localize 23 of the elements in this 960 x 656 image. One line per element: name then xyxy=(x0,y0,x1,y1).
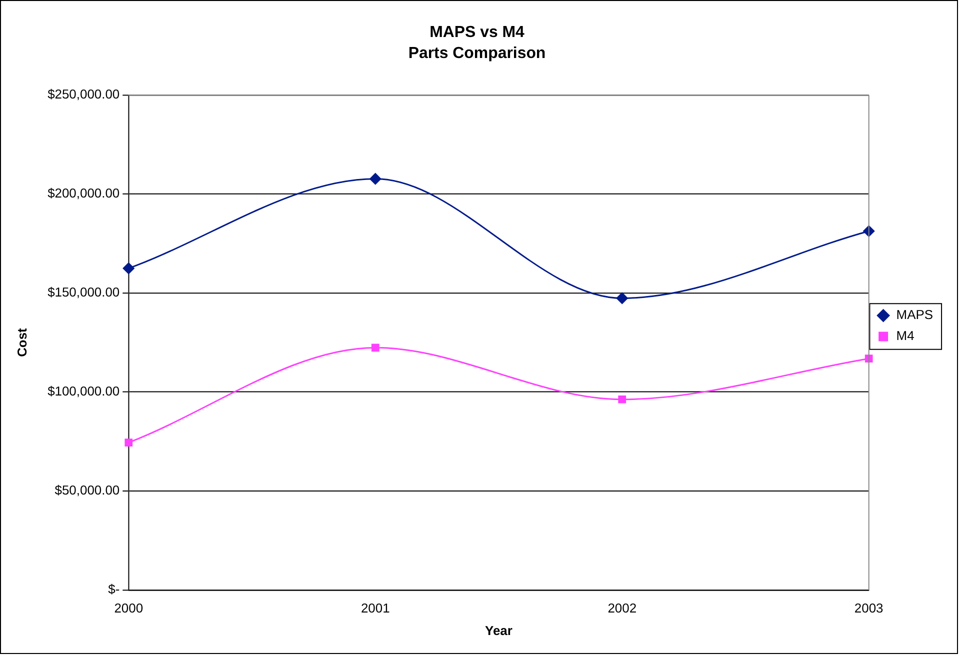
y-tick-label: $250,000.00 xyxy=(48,86,120,102)
x-tick-label: 2002 xyxy=(608,600,637,616)
point xyxy=(122,262,134,274)
legend-label: MAPS xyxy=(896,307,934,322)
point xyxy=(864,354,873,363)
x-axis-title: Year xyxy=(485,622,512,638)
y-tick-label: $50,000.00 xyxy=(54,482,120,498)
y-axis-title: Cost xyxy=(14,327,30,357)
x-tick-label: 2000 xyxy=(114,600,144,616)
x-tick-label: 2003 xyxy=(854,600,884,616)
point xyxy=(370,173,382,185)
chart-subtitle: Parts Comparison xyxy=(408,45,546,62)
point xyxy=(616,292,628,304)
legend-label: M4 xyxy=(896,328,914,344)
y-tick-label: $100,000.00 xyxy=(48,384,120,399)
point xyxy=(371,344,380,352)
chart-title: MAPS vs M4 xyxy=(430,24,525,41)
point xyxy=(124,438,133,446)
y-tick-label: $200,000.00 xyxy=(48,186,120,201)
point xyxy=(618,395,626,404)
x-tick-label: 2001 xyxy=(360,600,390,616)
y-tick-label: $150,000.00 xyxy=(48,284,120,300)
y-tick-label: $- xyxy=(108,582,120,597)
